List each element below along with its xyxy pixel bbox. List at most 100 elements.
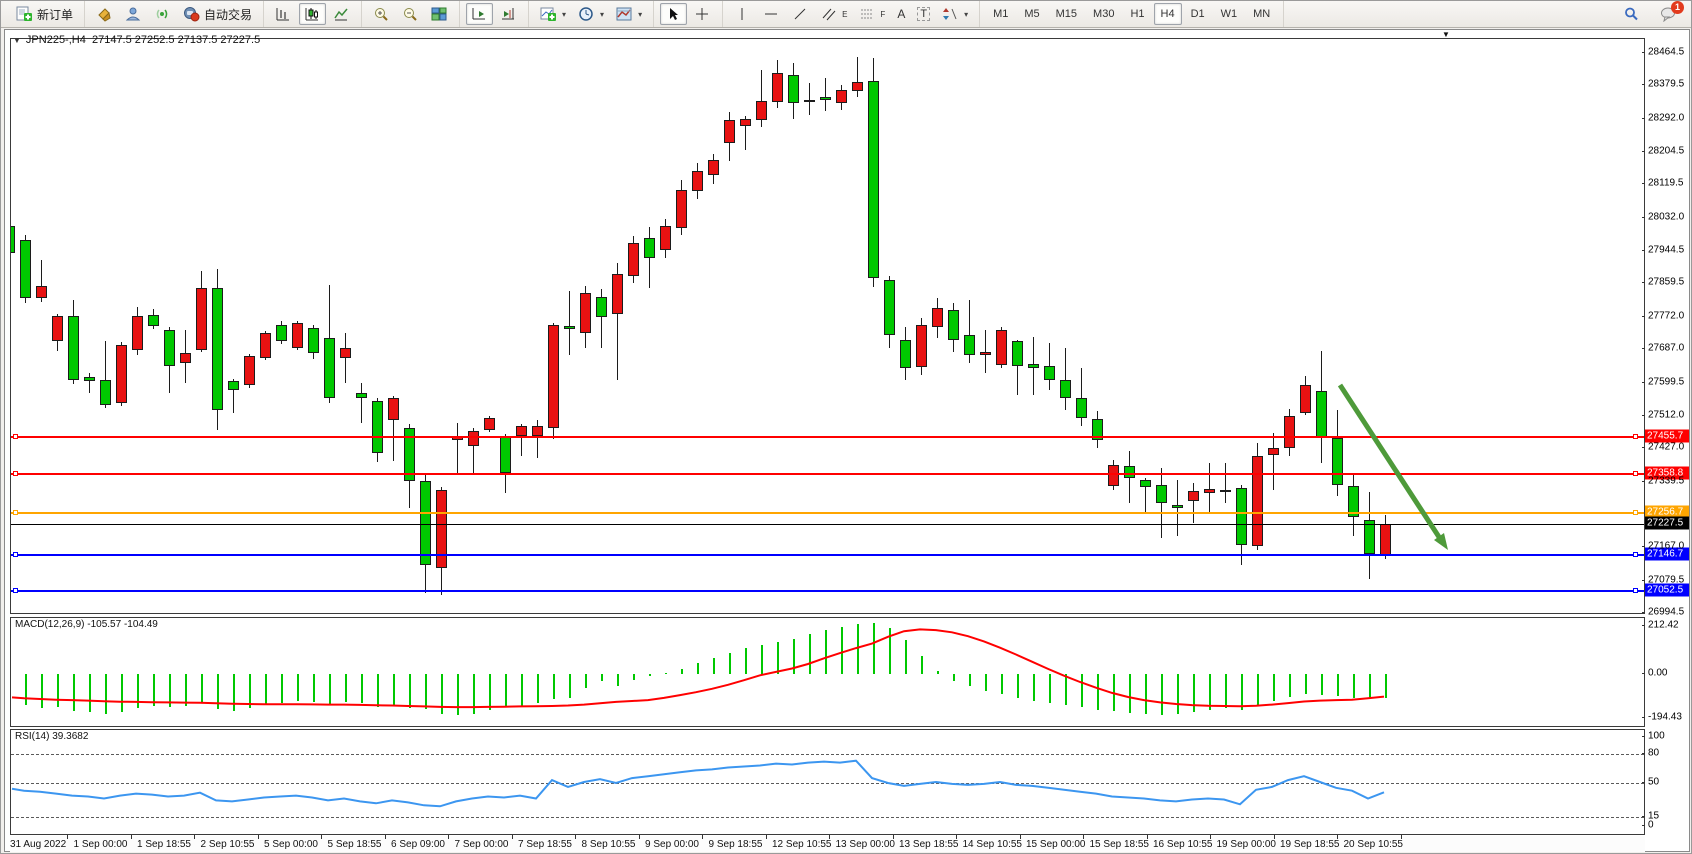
periods-button[interactable]: ▾: [573, 3, 609, 25]
auto-scroll-button[interactable]: [466, 3, 494, 25]
rsi-axis-label: 0: [1648, 819, 1654, 830]
tf-h4-button[interactable]: H4: [1153, 3, 1182, 25]
price-pane[interactable]: [10, 38, 1645, 614]
hline-button[interactable]: [758, 3, 785, 25]
search-icon: [1623, 6, 1640, 22]
candle-bear: [820, 96, 831, 100]
horizontal-line-object[interactable]: [11, 524, 1644, 526]
value-axis[interactable]: 27455.7 27358.8 27256.7 27227.5 27146.7 27052…: [1642, 38, 1689, 835]
macd-title: MACD(12,26,9) -105.57 -104.49: [15, 619, 158, 630]
hline-handle[interactable]: [1633, 587, 1638, 593]
macd-pane[interactable]: MACD(12,26,9) -105.57 -104.49: [10, 617, 1645, 727]
macd-histogram-bar: [1305, 674, 1307, 694]
candle-bull: [484, 418, 495, 430]
candle-wick: [473, 428, 474, 473]
date-axis-tick: [130, 835, 132, 839]
hline-handle[interactable]: [1633, 552, 1638, 558]
price-axis-label: 27079.5: [1648, 574, 1685, 586]
candle-bear: [404, 428, 415, 481]
horizontal-line-object[interactable]: [11, 554, 1644, 557]
zoom-in-button[interactable]: [368, 3, 395, 25]
hline-handle[interactable]: [1633, 471, 1638, 477]
hline-handle[interactable]: [13, 510, 18, 516]
price-axis-tick: [1642, 612, 1645, 613]
bar-chart-button[interactable]: [270, 3, 297, 25]
candle-bull: [1268, 448, 1279, 456]
trend-arrow-line[interactable]: [1337, 383, 1442, 539]
shapes-button[interactable]: ▾: [937, 3, 973, 25]
candle-wick: [809, 82, 810, 115]
channel-button[interactable]: E: [816, 3, 852, 25]
line-chart-button[interactable]: [328, 3, 355, 25]
macd-axis-tick: [1642, 624, 1645, 626]
toolbar-right: 1: [1617, 1, 1689, 25]
price-axis-tick: [1642, 381, 1645, 383]
trend-arrow-head[interactable]: [1434, 533, 1448, 550]
tf-m15-button[interactable]: M15: [1055, 8, 1078, 20]
candle-bull: [692, 170, 703, 192]
horizontal-line-object[interactable]: [11, 436, 1644, 439]
vline-button[interactable]: [729, 3, 756, 25]
macd-histogram-bar: [89, 674, 91, 713]
profile-button[interactable]: [120, 3, 147, 25]
macd-histogram-bar: [953, 674, 955, 681]
templates-button[interactable]: ▾: [611, 3, 647, 25]
candle-bear: [500, 436, 511, 473]
tf-m5-button[interactable]: M5: [1024, 8, 1040, 20]
tf-h1-button[interactable]: H1: [1130, 8, 1145, 20]
cursor-button[interactable]: [660, 3, 688, 25]
candle-wick: [761, 69, 762, 128]
date-axis-label: 7 Sep 18:55: [518, 839, 572, 850]
date-axis-label: 7 Sep 00:00: [454, 839, 509, 850]
macd-histogram-bar: [921, 655, 923, 674]
rsi-pane[interactable]: RSI(14) 39.3682: [10, 729, 1645, 835]
autotrade-button[interactable]: 自动交易: [178, 3, 257, 25]
chart-shift-marker[interactable]: ▼: [1442, 30, 1450, 39]
candlestick-chart-button[interactable]: [299, 3, 327, 25]
tile-windows-button[interactable]: [426, 3, 453, 25]
search-button[interactable]: [1618, 3, 1645, 25]
macd-histogram-bar: [665, 673, 667, 675]
price-axis-label: 28464.5: [1648, 46, 1685, 58]
tf-mn-button[interactable]: MN: [1253, 8, 1271, 20]
notifications-button[interactable]: 1: [1655, 1, 1684, 25]
macd-histogram-bar: [121, 674, 123, 712]
macd-histogram-bar: [1161, 674, 1163, 715]
tf-w1-button[interactable]: W1: [1220, 8, 1238, 20]
candle-wick: [1273, 433, 1274, 491]
hline-handle[interactable]: [13, 552, 18, 558]
trendline-button[interactable]: [787, 3, 814, 25]
chart-shift-button[interactable]: [495, 3, 522, 25]
horizontal-line-object[interactable]: [11, 589, 1644, 592]
tf-d1-button[interactable]: D1: [1190, 8, 1205, 20]
date-axis-tick: [1083, 835, 1084, 839]
hline-handle[interactable]: [13, 434, 18, 440]
chart-title-collapse-icon[interactable]: ▼: [13, 36, 21, 45]
signal-button[interactable]: [149, 3, 176, 25]
indicators-button[interactable]: ▾: [535, 3, 571, 25]
date-axis[interactable]: 31 Aug 2022 1 Sep 00:00 1 Sep 18:55 2 Sep 1…: [10, 835, 1645, 852]
text-button[interactable]: A: [892, 3, 910, 25]
crosshair-button[interactable]: [689, 3, 716, 25]
candle-bull: [932, 308, 943, 327]
candle-bear: [148, 314, 159, 326]
hline-handle[interactable]: [1633, 434, 1638, 440]
horizontal-line-object[interactable]: [11, 512, 1644, 515]
candle-bear: [228, 381, 239, 390]
hline-handle[interactable]: [1633, 510, 1638, 516]
text-label-button[interactable]: T: [912, 3, 935, 25]
macd-histogram-bar: [1113, 674, 1115, 712]
toolbar-group-order: 新订单: [5, 1, 86, 27]
hline-handle[interactable]: [13, 587, 18, 593]
date-axis-label: 1 Sep 00:00: [73, 839, 128, 850]
candle-wick: [457, 423, 458, 473]
styler-button[interactable]: [91, 3, 118, 25]
hline-handle[interactable]: [13, 471, 18, 477]
tf-m1-button[interactable]: M1: [993, 8, 1009, 20]
horizontal-line-object[interactable]: [11, 473, 1644, 476]
tf-m30-button[interactable]: M30: [1093, 8, 1115, 20]
fibonacci-button[interactable]: F: [854, 3, 890, 25]
zoom-out-button[interactable]: [397, 3, 424, 25]
toolbar-group-charttype: [264, 1, 363, 27]
new-order-button[interactable]: 新订单: [11, 3, 78, 25]
